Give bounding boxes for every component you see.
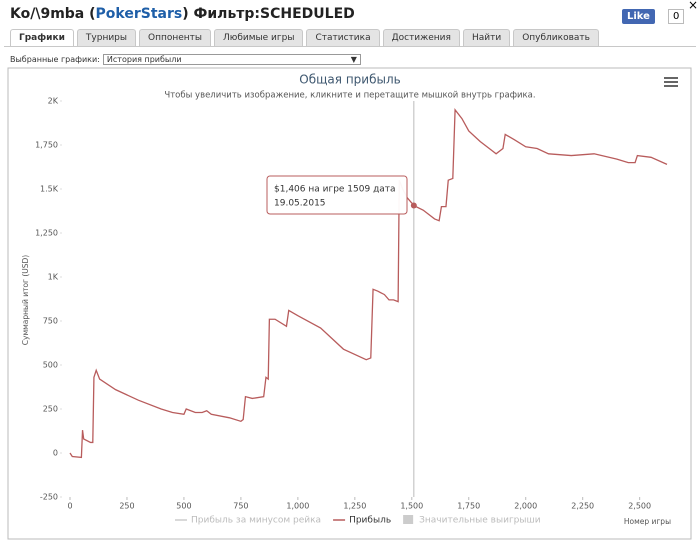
x-tick-label: 250: [119, 502, 134, 511]
chart-title: Общая прибыль: [299, 73, 400, 87]
chart-selector: Выбранные графики: История прибыли ▼: [10, 54, 361, 65]
x-tick-label: 1,750: [457, 502, 480, 511]
close-button[interactable]: ×: [688, 0, 699, 12]
site-name: PokerStars: [95, 6, 183, 22]
tab-bar: Графики Турниры Оппоненты Любимые игры Стати…: [10, 29, 599, 46]
y-tick-label: 2K: [48, 97, 59, 106]
selector-value: История прибыли: [106, 55, 182, 64]
x-tick-label: 1,250: [343, 502, 366, 511]
y-axis-title: Суммарный итог (USD): [21, 255, 30, 346]
window-title: Ko/\9mba (PokerStars) Фильтр:SCHEDULED: [10, 6, 355, 22]
y-tick-label: 750: [43, 317, 58, 326]
x-tick-label: 1,500: [400, 502, 423, 511]
y-tick-label: 1,250: [35, 229, 58, 238]
tab[interactable]: Статистика: [306, 29, 380, 46]
tab[interactable]: Достижения: [382, 29, 460, 46]
tooltip-box: [266, 175, 408, 215]
x-tick-label: 2,000: [514, 502, 537, 511]
x-axis-title: Номер игры: [624, 517, 671, 526]
tooltip-text: 19.05.2015: [274, 199, 326, 209]
menu-button[interactable]: [664, 77, 678, 87]
y-tick-label: 1,750: [35, 141, 58, 150]
x-tick-label: 500: [176, 502, 191, 511]
y-tick-label: 250: [43, 405, 58, 414]
tab[interactable]: Графики: [10, 29, 74, 46]
x-tick-label: 1,000: [286, 502, 309, 511]
filter: ) Фильтр:SCHEDULED: [182, 6, 355, 22]
tab[interactable]: Турниры: [76, 29, 136, 46]
profit-line: [69, 107, 668, 459]
y-tick-label: 500: [43, 361, 58, 370]
tab[interactable]: Оппоненты: [139, 29, 212, 46]
legend-item[interactable]: Прибыль за минусом рейка: [191, 516, 321, 526]
y-tick-label: 1K: [48, 273, 59, 282]
x-tick-label: 750: [233, 502, 248, 511]
y-tick-label: 0: [53, 449, 58, 458]
tab-divider: [4, 46, 696, 47]
like-button[interactable]: Like: [622, 9, 655, 24]
hover-point: [410, 202, 417, 209]
tab[interactable]: Опубликовать: [513, 29, 599, 46]
x-tick-label: 0: [67, 502, 72, 511]
selector-label: Выбранные графики:: [10, 55, 100, 64]
selector-dropdown[interactable]: История прибыли ▼: [102, 54, 361, 65]
chart-subtitle: Чтобы увеличить изображение, кликните и …: [164, 91, 535, 101]
like-count: 0: [668, 9, 685, 24]
y-tick-label: -250: [40, 493, 58, 502]
legend-item[interactable]: Прибыль: [349, 516, 391, 526]
legend-swatch: [403, 515, 414, 524]
tab[interactable]: Найти: [462, 29, 511, 46]
tooltip-text: $1,406 на игре 1509 дата: [274, 185, 396, 195]
x-tick-label: 2,500: [628, 502, 651, 511]
x-tick-label: 2,250: [571, 502, 594, 511]
tab[interactable]: Любимые игры: [214, 29, 304, 46]
legend-item[interactable]: Значительные выигрыши: [419, 516, 541, 526]
y-tick-label: 1.5K: [40, 185, 59, 194]
player-name: Ko/\9mba (: [10, 6, 96, 22]
chart-frame: [7, 67, 692, 540]
